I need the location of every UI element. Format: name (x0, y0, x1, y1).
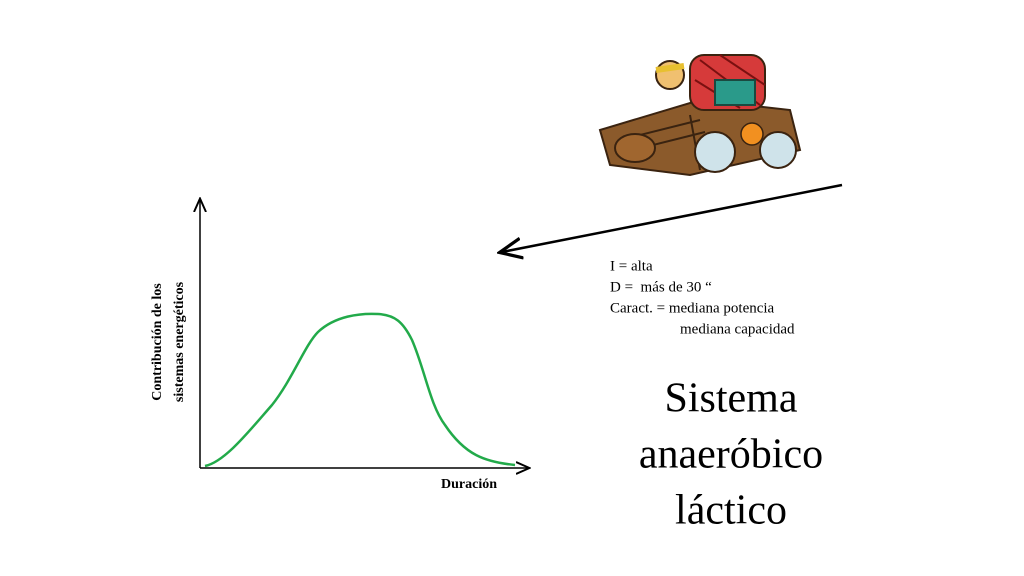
cartoon-illustration (598, 54, 802, 177)
y-axis-label: sistemas energéticos (172, 281, 187, 402)
x-axis-label: Duración (441, 477, 497, 492)
note: D = más de 30 “ (610, 279, 712, 295)
energy-curve (204, 312, 516, 468)
title: anaeróbico (639, 432, 823, 478)
pointer-arrow (502, 183, 843, 252)
y-axis-label: Contribución de los (150, 283, 165, 401)
title: láctico (675, 488, 787, 534)
title: Sistema (665, 376, 798, 422)
note: mediana capacidad (680, 321, 795, 337)
note: Caract. = mediana potencia (610, 300, 775, 316)
note: I = alta (610, 258, 653, 274)
